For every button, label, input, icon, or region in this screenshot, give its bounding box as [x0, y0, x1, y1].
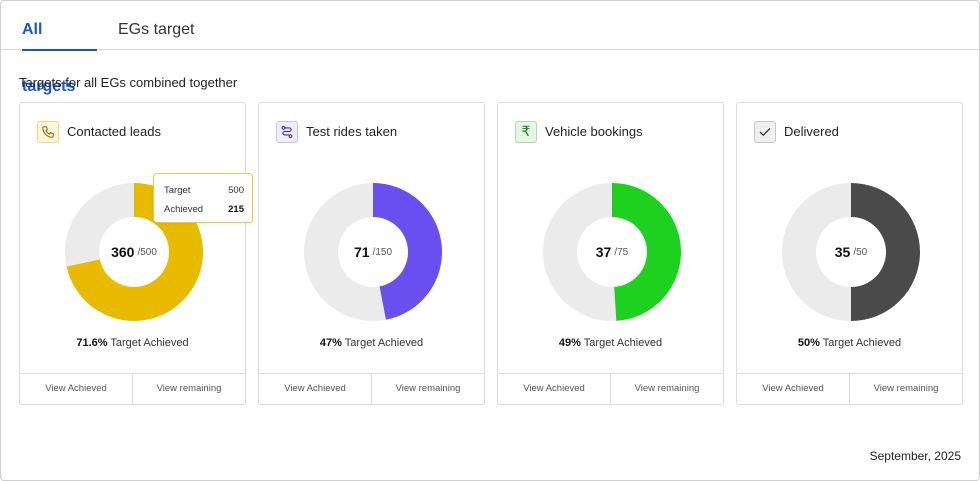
achieved-percent: 49% — [558, 337, 581, 349]
checkmark-icon — [754, 121, 776, 143]
achieved-count: 35 — [834, 244, 851, 260]
route-icon — [276, 121, 298, 143]
tab-all-targets[interactable]: All targets — [22, 1, 97, 95]
view-achieved-button[interactable]: View Achieved — [20, 374, 133, 404]
tab-egs-target[interactable]: EGs target — [118, 21, 195, 38]
card-footer: View Achieved View remaining — [498, 373, 723, 404]
card-footer: View Achieved View remaining — [20, 373, 245, 404]
tooltip-achieved-value: 215 — [228, 204, 244, 215]
donut-remaining-segment[interactable] — [781, 183, 851, 321]
donut-center: 37 /75 — [542, 182, 682, 322]
target-total: /500 — [137, 246, 157, 258]
achieved-summary: 47% Target Achieved — [259, 337, 484, 349]
donut-remaining-segment[interactable] — [65, 183, 134, 267]
view-achieved-button[interactable]: View Achieved — [498, 374, 611, 404]
achieved-suffix: Target Achieved — [583, 337, 663, 349]
card-test-rides-taken: Test rides taken 71 /150 47% Target Achi… — [258, 102, 485, 405]
donut-achieved-segment[interactable] — [373, 183, 443, 320]
target-total: /150 — [372, 246, 393, 258]
achieved-suffix: Target Achieved — [110, 337, 189, 349]
achieved-summary: 50% Target Achieved — [737, 337, 962, 349]
achieved-count: 37 — [595, 244, 612, 260]
period-label: September, 2025 — [869, 449, 961, 463]
donut-center: 360 /500 — [64, 182, 204, 322]
view-remaining-button[interactable]: View remaining — [156, 383, 222, 394]
section-subtitle: Targets for all EGs combined together — [19, 75, 238, 90]
achieved-suffix: Target Achieved — [822, 337, 902, 349]
phone-icon — [37, 121, 59, 143]
view-achieved-button[interactable]: View Achieved — [259, 374, 372, 404]
donut-chart[interactable] — [303, 182, 443, 322]
donut-achieved-segment[interactable] — [851, 183, 920, 321]
achieved-summary: 49% Target Achieved — [498, 337, 723, 349]
achieved-percent: 50% — [797, 337, 820, 349]
donut-remaining-segment[interactable] — [304, 183, 386, 321]
card-delivered: Delivered 35 /50 50% Target Achieved Vie… — [736, 102, 963, 405]
card-title: Vehicle bookings — [545, 124, 643, 139]
tooltip-target-value: 500 — [228, 185, 244, 196]
achieved-summary: 71.6% Target Achieved — [20, 337, 245, 349]
target-total: /50 — [853, 246, 868, 258]
view-achieved-button[interactable]: View Achieved — [737, 374, 850, 404]
tooltip-achieved-label: Achieved — [164, 204, 204, 215]
card-title: Delivered — [784, 124, 839, 139]
donut-center: 35 /50 — [781, 182, 921, 322]
card-title: Contacted leads — [67, 124, 161, 139]
card-footer: View Achieved View remaining — [737, 373, 962, 404]
donut-chart[interactable] — [781, 182, 921, 322]
tooltip-target-row: Target 500 — [164, 185, 244, 196]
target-total: /75 — [614, 246, 629, 258]
tooltip-achieved-row: Achieved 215 — [164, 204, 244, 215]
achieved-percent: 71.6% — [76, 337, 108, 349]
view-remaining-button[interactable]: View remaining — [634, 383, 700, 394]
card-contacted-leads: Contacted leads 360 /500 71.6% Target Ac… — [19, 102, 246, 405]
donut-achieved-segment[interactable] — [612, 183, 682, 321]
tooltip-target-label: Target — [164, 185, 191, 196]
achieved-percent: 47% — [319, 337, 342, 349]
donut-tooltip: Target 500 Achieved 215 — [153, 173, 253, 223]
tab-bar: All targets EGs target — [1, 1, 979, 95]
rupee-icon: ₹ — [515, 121, 537, 143]
view-remaining-button[interactable]: View remaining — [395, 383, 461, 394]
view-remaining-button[interactable]: View remaining — [873, 383, 939, 394]
achieved-count: 71 — [353, 244, 370, 260]
donut-center: 71 /150 — [303, 182, 443, 322]
achieved-count: 360 — [111, 244, 135, 260]
achieved-suffix: Target Achieved — [344, 337, 424, 349]
card-footer: View Achieved View remaining — [259, 373, 484, 404]
donut-remaining-segment[interactable] — [543, 183, 617, 321]
donut-chart[interactable] — [542, 182, 682, 322]
card-vehicle-bookings: ₹ Vehicle bookings 37 /75 49% Target Ach… — [497, 102, 724, 405]
card-title: Test rides taken — [306, 124, 398, 139]
